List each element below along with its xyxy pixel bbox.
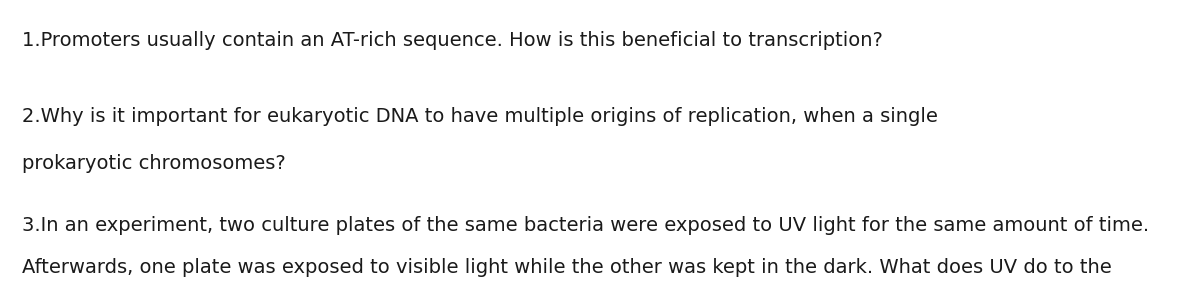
Text: 3.In an experiment, two culture plates of the same bacteria were exposed to UV l: 3.In an experiment, two culture plates o…	[22, 216, 1150, 235]
Text: prokaryotic chromosomes?: prokaryotic chromosomes?	[22, 154, 286, 173]
Text: 2.Why is it important for eukaryotic DNA to have multiple origins of replication: 2.Why is it important for eukaryotic DNA…	[22, 107, 944, 126]
Text: Afterwards, one plate was exposed to visible light while the other was kept in t: Afterwards, one plate was exposed to vis…	[22, 258, 1111, 276]
Text: 1.Promoters usually contain an AT-rich sequence. How is this beneficial to trans: 1.Promoters usually contain an AT-rich s…	[22, 31, 883, 50]
